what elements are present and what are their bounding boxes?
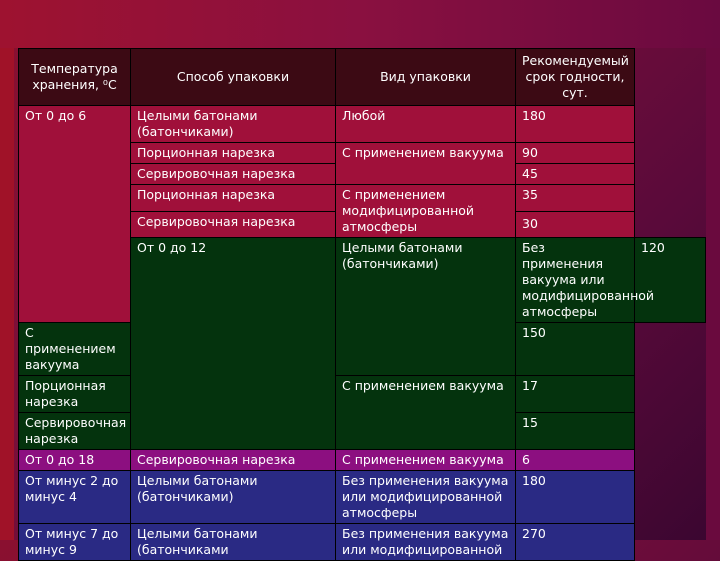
table-row: Порционная нарезка С применением вакуума…: [19, 142, 706, 185]
days-cell: 120: [634, 237, 706, 323]
days-cell: 180: [515, 105, 635, 143]
slide-top-band: [0, 0, 720, 48]
type-cell: С применением вакуума: [335, 449, 516, 471]
header-packing-method: Способ упаковки: [130, 48, 336, 106]
temp-cell: От 0 до 12: [130, 237, 336, 450]
type-cell: С применением вакуума: [18, 322, 131, 376]
table-row: Порционная нарезка С применением модифиц…: [19, 184, 706, 238]
method-cell: Сервировочная нарезка: [130, 210, 336, 238]
table-row: От 0 до 12 Целыми батонами (батончиками)…: [19, 237, 706, 450]
temp-cell: От 0 до 18: [18, 449, 131, 471]
table-row: С применением вакуума 150: [18, 322, 706, 376]
slide-left-stripe: [0, 48, 14, 540]
table-row: От 0 до 6 Целыми батонами (батончиками) …: [18, 105, 706, 323]
method-cell: Целыми батонами (батончиками): [335, 237, 516, 376]
header-temperature: Температура хранения, ⁰С: [18, 48, 131, 106]
type-cell: Любой: [335, 105, 516, 143]
table-row: От минус 2 до минус 4 Целыми батонами (б…: [18, 470, 706, 524]
days-cell: 180: [515, 470, 635, 524]
method-cell: Целыми батонами (батончиками): [130, 470, 336, 524]
type-cell: Без применения вакуума или модифицирован…: [335, 470, 516, 524]
type-cell: С применением модифицированной атмосферы: [335, 184, 516, 238]
days-cell: 30: [515, 210, 635, 238]
table-row: Сервировочная нарезка 30: [19, 210, 706, 238]
type-cell: Без применения вакуума или модифицирован…: [335, 523, 516, 561]
header-row: Температура хранения, ⁰С Способ упаковки…: [18, 48, 706, 106]
method-cell: Сервировочная нарезка: [130, 163, 336, 185]
days-cell: 15: [515, 412, 635, 450]
method-cell: Целыми батонами (батончиками): [130, 105, 336, 143]
days-cell: 150: [515, 322, 635, 376]
temp-cell: От минус 2 до минус 4: [18, 470, 131, 524]
temp-cell: От минус 7 до минус 9: [18, 523, 131, 561]
method-cell: Сервировочная нарезка: [18, 412, 131, 450]
method-cell: Порционная нарезка: [130, 142, 336, 164]
method-cell: Порционная нарезка: [18, 375, 131, 413]
days-cell: 6: [515, 449, 635, 471]
header-shelf-life: Рекомендуемый срок годности, сут.: [515, 48, 635, 106]
type-cell: Без применения вакуума или модифицирован…: [515, 237, 654, 323]
header-packing-type: Вид упаковки: [335, 48, 516, 106]
method-cell: Целыми батонами (батончиками: [130, 523, 336, 561]
slide-right-stripe: [706, 48, 720, 540]
storage-table: Температура хранения, ⁰С Способ упаковки…: [18, 48, 706, 561]
days-cell: 90: [515, 142, 635, 164]
table-row: Сервировочная нарезка 45: [19, 163, 706, 185]
table-row: От 0 до 18 Сервировочная нарезка С приме…: [18, 449, 706, 471]
method-cell: Сервировочная нарезка: [130, 449, 336, 471]
method-cell: Порционная нарезка: [130, 184, 336, 212]
table-row: Порционная нарезка С применением вакуума…: [18, 375, 706, 450]
temp-cell: От 0 до 6: [18, 105, 131, 323]
days-cell: 45: [515, 163, 635, 185]
days-cell: 35: [515, 184, 635, 212]
type-cell: С применением вакуума: [335, 375, 516, 450]
days-cell: 17: [515, 375, 635, 413]
table-row: От минус 7 до минус 9 Целыми батонами (б…: [18, 523, 706, 561]
days-cell: 270: [515, 523, 635, 561]
type-cell: С применением вакуума: [335, 142, 516, 185]
